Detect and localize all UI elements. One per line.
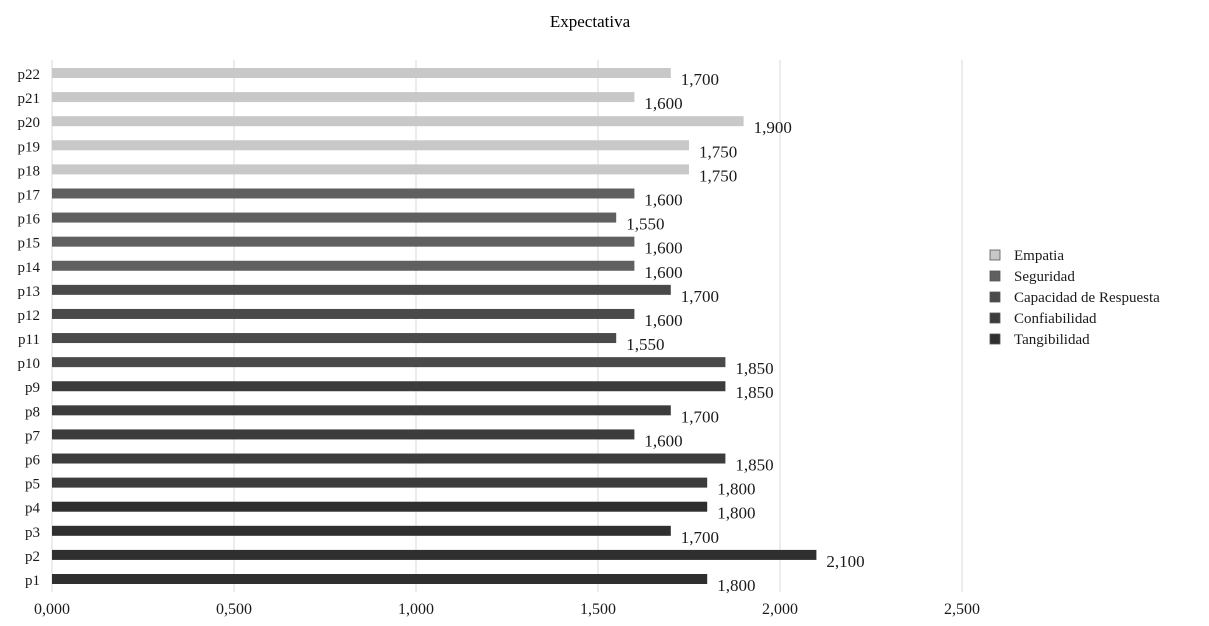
x-tick-label: 2,500	[944, 601, 980, 618]
category-label: p10	[18, 356, 41, 372]
bar-p14	[52, 260, 635, 271]
value-axis: 0,000 0,500 1,000 1,500 2,000 2,500	[34, 601, 980, 618]
data-label: 1,600	[644, 239, 682, 258]
category-label: p14	[18, 260, 41, 276]
bar-p7	[52, 429, 635, 440]
legend-label: Seguridad	[1014, 269, 1075, 285]
bar-p15	[52, 236, 635, 247]
legend-label: Capacidad de Respuesta	[1014, 290, 1160, 306]
bar-p20	[52, 116, 744, 127]
bars: 1,800 2,100 1,700 1,800 1,800 1,850 1,600 1,700…	[52, 68, 865, 595]
data-label: 1,600	[644, 431, 682, 450]
bar-p12	[52, 308, 635, 319]
legend-item: Tangibilidad	[989, 332, 1090, 348]
bar-p2	[52, 549, 817, 560]
data-label: 1,700	[681, 287, 719, 306]
data-label: 1,550	[626, 215, 664, 234]
legend-swatch	[989, 270, 1001, 282]
data-label: 1,850	[735, 456, 773, 475]
data-label: 1,700	[681, 70, 719, 89]
data-label: 1,750	[699, 142, 737, 161]
category-label: p16	[18, 212, 41, 228]
legend-swatch	[989, 291, 1001, 303]
data-label: 1,850	[735, 359, 773, 378]
bar-p18	[52, 164, 689, 175]
legend-swatch	[989, 333, 1001, 345]
bar-p3	[52, 525, 671, 536]
bar-p13	[52, 284, 671, 295]
category-label: p19	[18, 139, 41, 155]
bar-p16	[52, 212, 617, 223]
category-label: p13	[18, 284, 41, 300]
category-label: p2	[25, 549, 40, 565]
bar-p17	[52, 188, 635, 199]
data-label: 1,600	[644, 190, 682, 209]
legend-label: Tangibilidad	[1014, 332, 1090, 348]
legend: Empatia Seguridad Capacidad de Respuesta Co…	[989, 248, 1160, 348]
x-tick-label: 1,000	[398, 601, 434, 618]
bar-p11	[52, 333, 617, 344]
bar-p21	[52, 92, 635, 103]
category-axis: p1 p2 p3 p4 p5 p6 p7 p8 p9 p10 p11 p12 p13 p14 p15 p16 p…	[18, 67, 41, 589]
category-label: p1	[25, 573, 40, 589]
data-label: 1,800	[717, 480, 755, 499]
chart-title: Expectativa	[550, 12, 631, 31]
bar-p22	[52, 68, 671, 78]
bar-p1	[52, 574, 708, 584]
x-tick-label: 0,000	[34, 601, 70, 618]
category-label: p22	[18, 67, 41, 83]
bar-p5	[52, 477, 708, 488]
data-label: 1,700	[681, 407, 719, 426]
data-label: 1,900	[754, 118, 792, 137]
category-label: p15	[18, 236, 41, 252]
data-label: 1,550	[626, 335, 664, 354]
category-label: p9	[25, 380, 40, 396]
data-label: 1,600	[644, 263, 682, 282]
data-label: 2,100	[826, 552, 864, 571]
x-tick-label: 1,500	[580, 601, 616, 618]
legend-swatch	[989, 249, 1001, 261]
data-label: 1,600	[644, 94, 682, 113]
data-label: 1,850	[735, 383, 773, 402]
category-label: p18	[18, 163, 41, 179]
bar-p10	[52, 357, 726, 368]
legend-swatch	[989, 312, 1001, 324]
data-label: 1,600	[644, 311, 682, 330]
category-label: p5	[25, 477, 40, 493]
legend-item: Seguridad	[989, 269, 1075, 285]
bar-p9	[52, 381, 726, 392]
bar-p19	[52, 140, 689, 151]
category-label: p8	[25, 404, 40, 420]
x-tick-label: 0,500	[216, 601, 252, 618]
legend-label: Confiabilidad	[1014, 311, 1097, 327]
category-label: p11	[18, 332, 40, 348]
bar-p4	[52, 501, 708, 512]
gridlines	[51, 60, 963, 592]
bar-p8	[52, 405, 671, 416]
category-label: p7	[25, 428, 41, 444]
category-label: p3	[25, 525, 40, 541]
data-label: 1,800	[717, 504, 755, 523]
legend-item: Confiabilidad	[989, 311, 1097, 327]
data-label: 1,700	[681, 528, 719, 547]
x-tick-label: 2,000	[762, 601, 798, 618]
category-label: p6	[25, 453, 41, 469]
legend-item: Empatia	[989, 248, 1064, 264]
legend-item: Capacidad de Respuesta	[989, 290, 1160, 306]
bar-p6	[52, 453, 726, 464]
category-label: p20	[18, 115, 41, 131]
category-label: p17	[18, 187, 41, 203]
data-label: 1,800	[717, 576, 755, 595]
legend-label: Empatia	[1014, 248, 1064, 264]
category-label: p4	[25, 501, 41, 517]
category-label: p21	[18, 91, 41, 107]
data-label: 1,750	[699, 166, 737, 185]
category-label: p12	[18, 308, 41, 324]
